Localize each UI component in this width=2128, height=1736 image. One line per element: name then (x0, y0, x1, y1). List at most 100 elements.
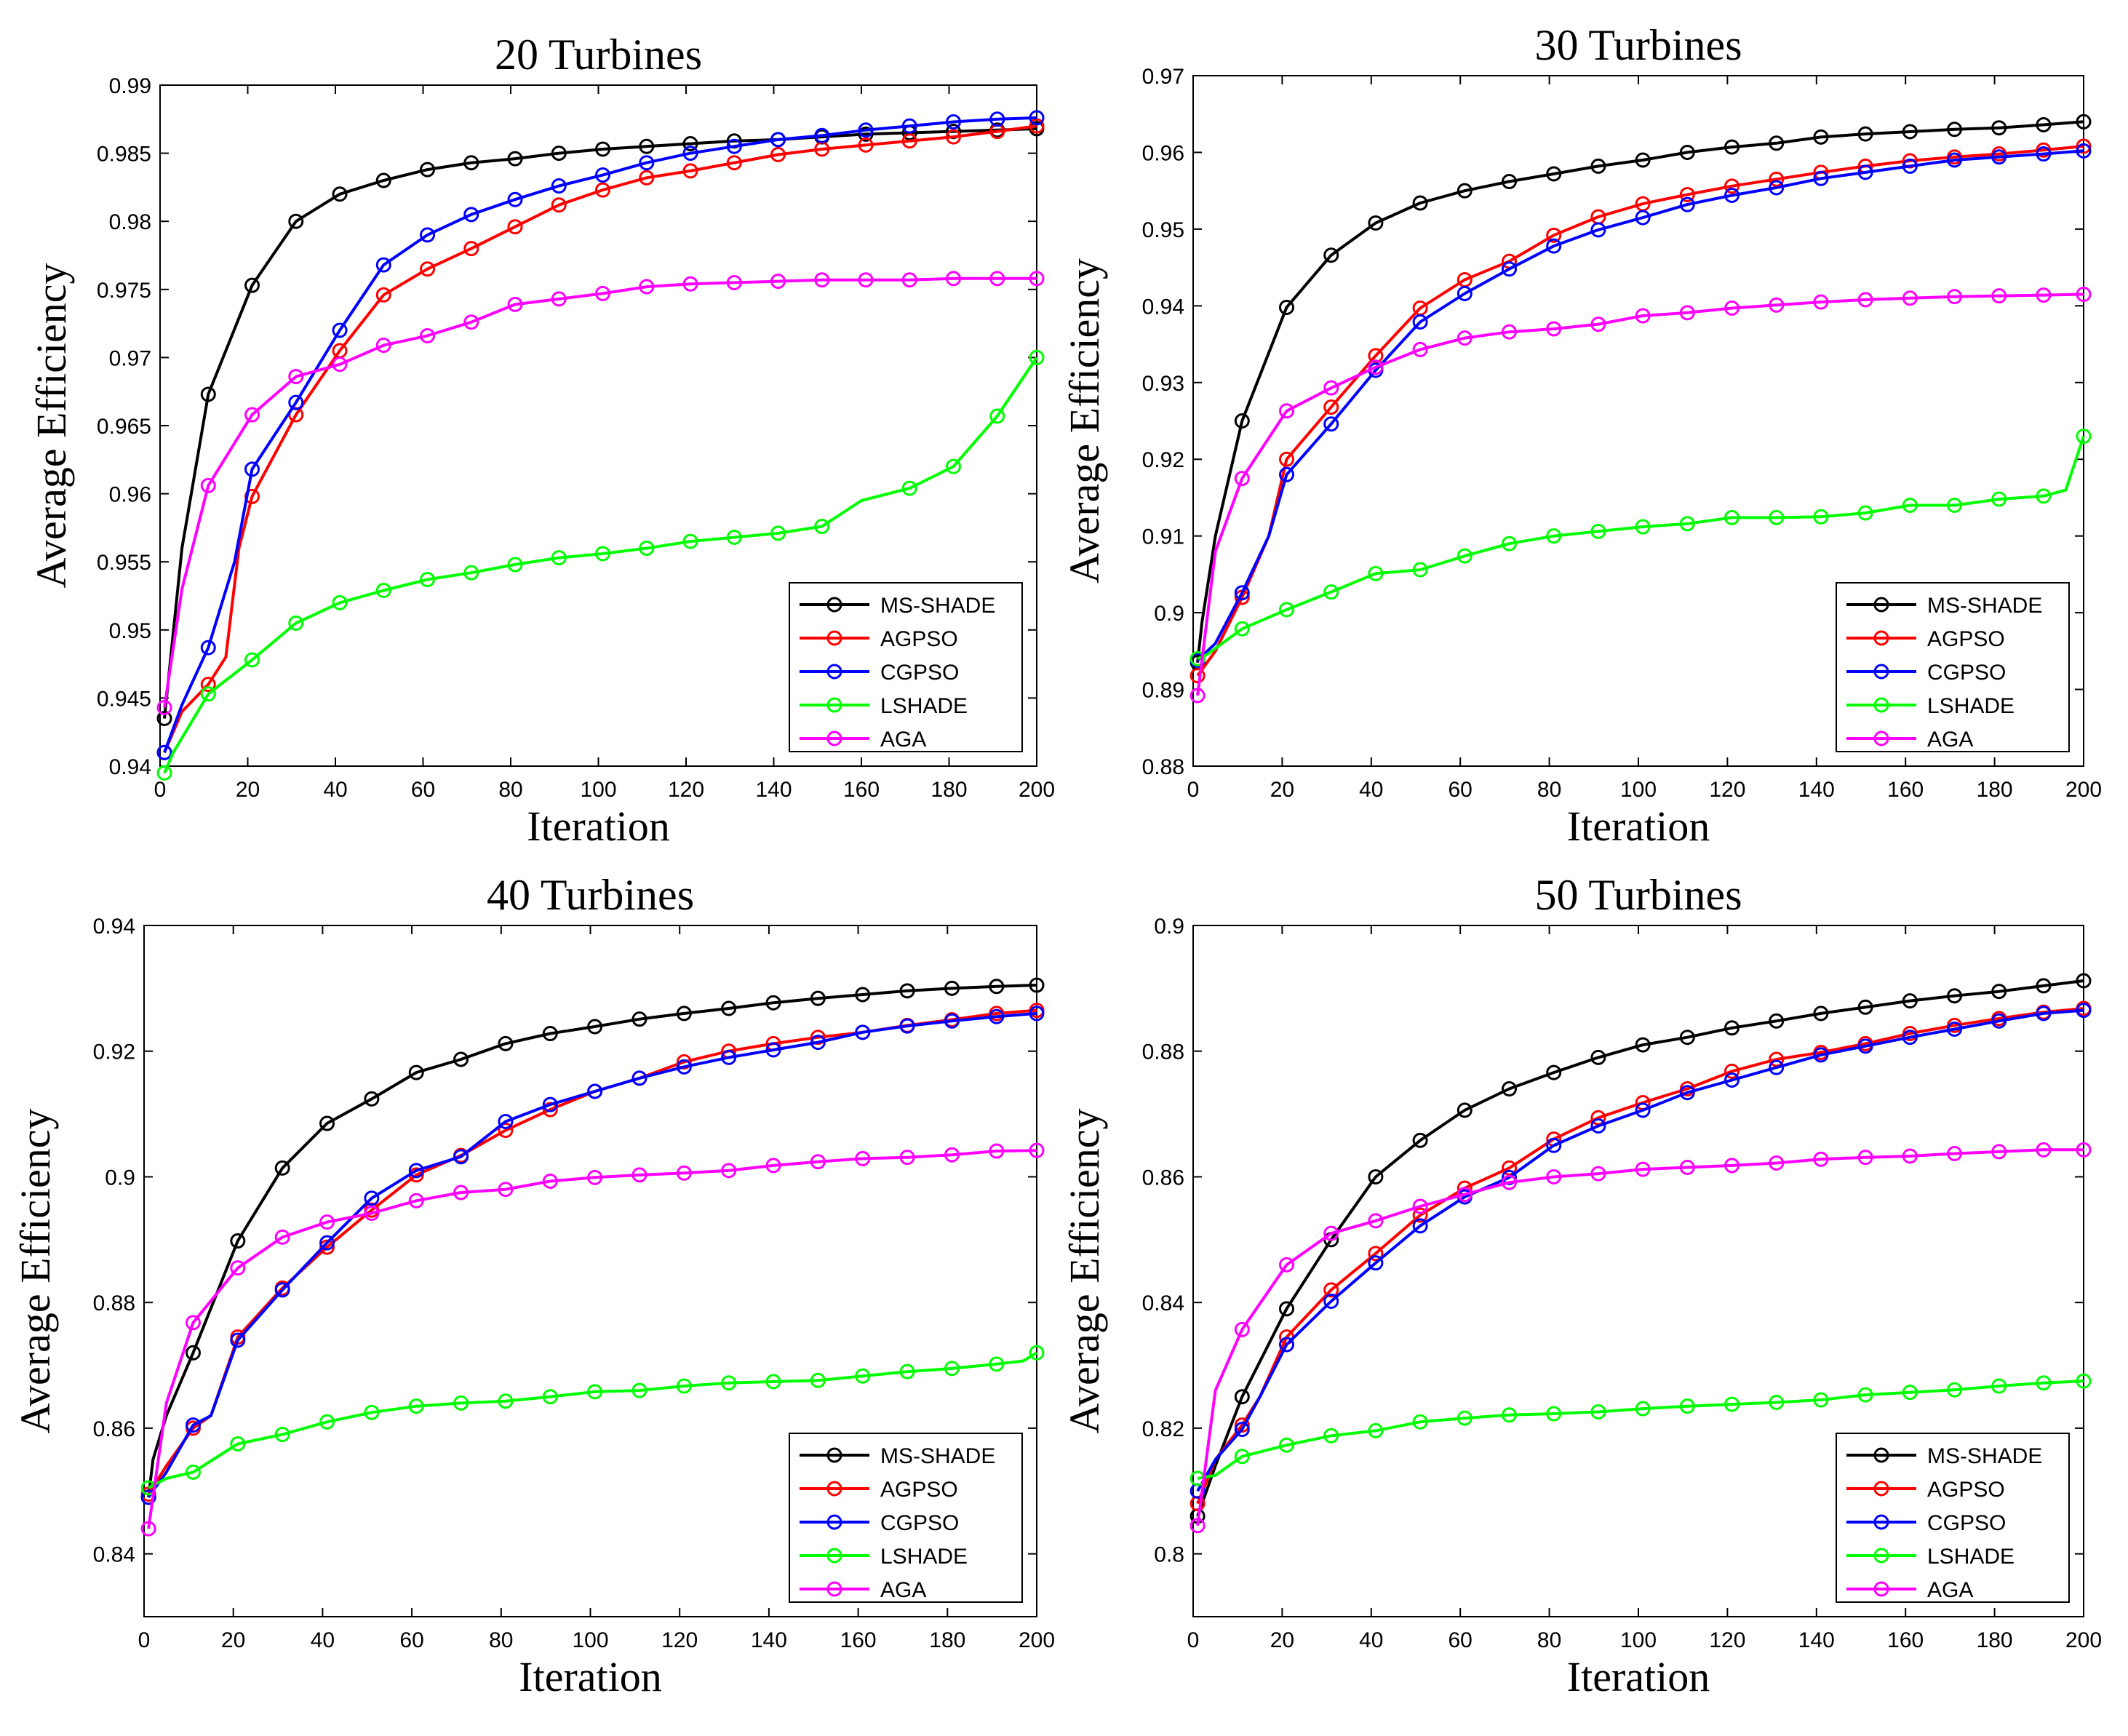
data-point-agpso (1769, 1051, 1785, 1067)
x-tick-label: 100 (1620, 778, 1657, 802)
y-tick-label: 0.96 (1142, 141, 1184, 165)
data-point-aga (858, 272, 874, 288)
chart-panel-1: 0 20 40 60 80 100 120 140 160 180 200 0.94 0.945 0.95… (28, 31, 1055, 850)
data-point-aga (1635, 308, 1651, 324)
data-point-lshade (1991, 491, 2007, 507)
data-point-ms-shade (1947, 988, 1963, 1004)
data-point-ms-shade (1590, 158, 1606, 174)
data-point-ms-shade (1234, 413, 1250, 429)
data-point-aga (498, 1182, 514, 1198)
data-point-lshade (1279, 602, 1295, 618)
data-point-lshade (1546, 1406, 1562, 1422)
data-point-ms-shade (1813, 129, 1829, 145)
data-point-lshade (1546, 528, 1562, 544)
data-point-lshade (375, 583, 391, 599)
data-point-lshade (288, 615, 304, 631)
y-tick-label: 0.975 (97, 279, 151, 303)
data-point-lshade (185, 1464, 201, 1480)
data-point-aga (1456, 1187, 1473, 1203)
data-point-lshade (1502, 535, 1518, 552)
x-tick-label: 0 (138, 1628, 151, 1652)
x-tick-label: 160 (1887, 778, 1924, 802)
series-line-lshade (1197, 435, 2085, 661)
y-axis-label: Average Efficiency (12, 1108, 59, 1433)
x-axis-label: Iteration (1567, 1653, 1710, 1700)
data-point-lshade (244, 652, 260, 668)
data-point-cgpso (156, 744, 172, 760)
data-point-cgpso (230, 1332, 246, 1348)
x-tick-label: 200 (2065, 1628, 2102, 1652)
data-point-lshade (542, 1389, 558, 1405)
data-point-lshade (721, 1375, 737, 1391)
data-point-aga (1368, 359, 1384, 375)
data-point-aga (676, 1165, 692, 1181)
data-point-ms-shade (1323, 247, 1339, 263)
data-point-lshade (1590, 1403, 1606, 1420)
data-point-lshade (1947, 1382, 1963, 1398)
data-point-aga (1456, 330, 1473, 346)
data-point-lshade (1857, 505, 1873, 521)
data-point-agpso (1502, 1160, 1518, 1176)
data-point-cgpso (1029, 1006, 1045, 1022)
y-tick-label: 0.97 (109, 346, 151, 370)
data-point-lshade (1234, 621, 1250, 637)
y-tick-label: 0.84 (93, 1543, 135, 1567)
x-tick-label: 20 (221, 1628, 245, 1652)
data-point-ms-shade (1412, 195, 1428, 211)
data-point-cgpso (200, 640, 216, 656)
data-point-cgpso (814, 127, 830, 143)
data-point-agpso (1724, 1063, 1740, 1079)
data-point-ms-shade (2076, 973, 2092, 989)
x-tick-label: 160 (843, 778, 880, 802)
data-point-lshade (1368, 565, 1384, 581)
series-line-cgpso (1196, 1008, 2084, 1492)
data-point-cgpso (1679, 196, 1695, 212)
y-tick-label: 0.945 (97, 687, 151, 711)
data-point-ms-shade (639, 138, 655, 154)
data-point-lshade (230, 1436, 246, 1452)
data-point-agpso (1368, 1246, 1384, 1262)
data-point-cgpso (1590, 1118, 1606, 1134)
data-point-agpso (1412, 1207, 1428, 1223)
legend-marker-lshade (826, 697, 842, 713)
data-point-agpso (682, 163, 698, 179)
data-point-aga (1368, 1213, 1384, 1229)
legend-marker-aga (1873, 1581, 1889, 1597)
data-point-lshade (631, 1382, 647, 1398)
legend-marker-lshade (826, 1548, 842, 1564)
legend-label-cgpso: CGPSO (880, 661, 959, 685)
data-point-cgpso (726, 138, 742, 154)
data-point-lshade (810, 1372, 826, 1388)
x-tick-label: 120 (1709, 778, 1745, 802)
x-axis-label: Iteration (527, 803, 669, 850)
data-point-cgpso (551, 178, 567, 194)
data-point-agpso (770, 146, 786, 162)
x-tick-label: 180 (929, 1628, 965, 1652)
data-point-ms-shade (1813, 1006, 1829, 1022)
data-point-ms-shade (319, 1115, 335, 1131)
legend-marker-agpso (826, 1481, 842, 1497)
data-point-lshade (507, 557, 523, 573)
data-point-aga (288, 369, 304, 385)
data-point-cgpso (721, 1049, 737, 1065)
data-point-aga (453, 1184, 469, 1201)
data-point-lshade (587, 1384, 603, 1400)
legend-label-aga: AGA (1927, 1578, 1973, 1602)
legend-label-aga: AGA (880, 1578, 926, 1602)
data-point-lshade (765, 1374, 781, 1390)
data-point-ms-shade (595, 141, 611, 157)
data-point-cgpso (587, 1083, 603, 1099)
data-point-cgpso (319, 1235, 335, 1251)
data-point-aga (1590, 1166, 1606, 1182)
series-line-lshade (163, 357, 1038, 774)
legend-label-aga: AGA (880, 728, 926, 752)
legend-label-ms-shade: MS-SHADE (880, 1444, 995, 1468)
x-tick-label: 140 (755, 778, 792, 802)
data-point-cgpso (858, 122, 874, 138)
y-tick-label: 0.94 (109, 755, 151, 779)
x-tick-label: 60 (1448, 778, 1473, 802)
data-point-ms-shade (1546, 166, 1562, 182)
data-point-aga (1769, 297, 1785, 313)
x-tick-label: 80 (1537, 778, 1561, 802)
data-point-lshade (319, 1414, 335, 1430)
